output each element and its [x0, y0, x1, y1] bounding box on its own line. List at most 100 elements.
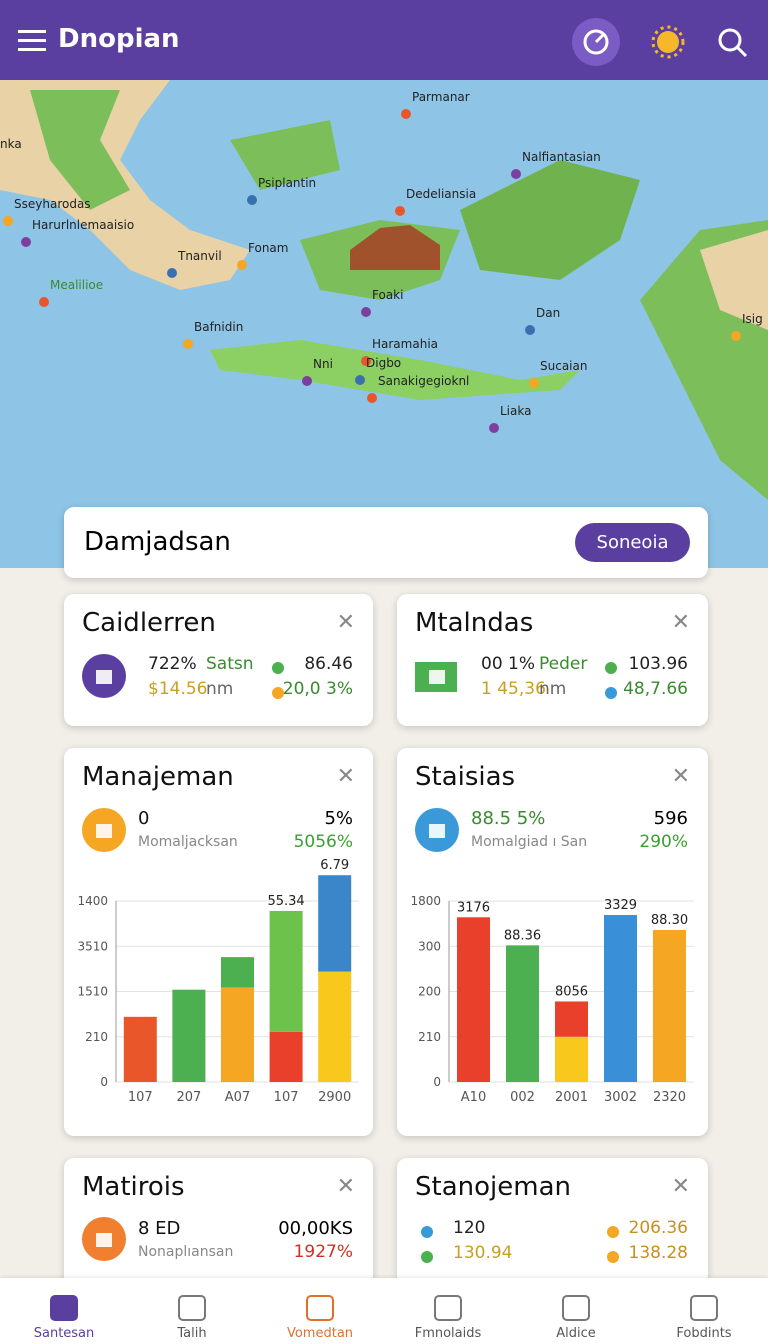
- x-tick-label: A07: [225, 1090, 250, 1105]
- nav-icon: [434, 1295, 462, 1321]
- close-button[interactable]: ✕: [671, 1174, 690, 1199]
- map-label: Psiplantin: [258, 176, 316, 190]
- bar-annotation: 6.79: [320, 858, 349, 873]
- nav-item[interactable]: Talih: [128, 1278, 256, 1344]
- bar-segment: [172, 989, 206, 1082]
- nav-glyph: [690, 1295, 718, 1321]
- icon-glyph: [429, 670, 445, 684]
- map-label: Dedeliansia: [406, 187, 476, 201]
- app-title: Dnopian: [58, 24, 180, 54]
- card-title: Caidlerren: [82, 608, 216, 638]
- nav-glyph: [562, 1295, 590, 1321]
- bar-segment: [555, 1001, 588, 1037]
- y-tick-label: 210: [85, 1030, 108, 1044]
- stat-value: 0: [138, 808, 150, 829]
- row-dot: [605, 687, 617, 699]
- bar-chart: 0 210 1510 3510 1400 107 207 A07 107 2900 55.34 6.7…: [77, 858, 359, 1105]
- row-value: 00 1%: [481, 654, 536, 674]
- nav-item[interactable]: Santesan: [0, 1278, 128, 1344]
- nav-item[interactable]: Fobdints: [640, 1278, 768, 1344]
- nav-item[interactable]: Aldice: [512, 1278, 640, 1344]
- bar-segment: [123, 1016, 157, 1082]
- x-tick-label: 2001: [555, 1090, 588, 1105]
- nav-glyph: [50, 1295, 78, 1321]
- search-button[interactable]: Soneoia: [575, 523, 690, 562]
- bar-segment: [653, 929, 686, 1082]
- map-label: Nni: [313, 357, 333, 371]
- stat-sub: Momaljacksan: [138, 834, 238, 850]
- map-pin: [39, 297, 49, 307]
- bar-annotation: 88.30: [651, 913, 688, 928]
- bar-annotation: 55.34: [267, 894, 304, 909]
- card-icon: [415, 662, 457, 692]
- bar-segment: [318, 971, 352, 1082]
- stat-right: 5%: [324, 808, 353, 829]
- close-button[interactable]: ✕: [336, 764, 355, 789]
- y-tick-label: 0: [100, 1075, 108, 1089]
- map-label: Digbo: [366, 356, 401, 370]
- map-label: Dan: [536, 306, 560, 320]
- nav-label: Aldice: [556, 1326, 596, 1341]
- y-tick-label: 1510: [77, 985, 108, 999]
- nav-icon: [306, 1295, 334, 1321]
- map-label: Harurlnlemaaisio: [32, 218, 134, 232]
- row-value: 206.36: [628, 1218, 688, 1238]
- card-title: Matirois: [82, 1172, 185, 1202]
- stat-value: 8 ED: [138, 1218, 181, 1239]
- map-pin: [237, 260, 247, 270]
- y-tick-label: 1800: [410, 894, 441, 908]
- card: Manajeman ✕ 0 Momaljacksan 5% 5056% 0 210 1510 35…: [64, 748, 373, 1136]
- x-tick-label: 2900: [318, 1090, 351, 1105]
- card: Caidlerren ✕ 722% Satsn 86.46 $14.56 nm 20,0 3%: [64, 594, 373, 726]
- search-card: Damjadsan Soneoia: [64, 507, 708, 578]
- bar-annotation: 3329: [604, 898, 637, 913]
- sun-button[interactable]: [657, 31, 679, 53]
- map-label: Haramahia: [372, 337, 438, 351]
- nav-item[interactable]: Vomedtan: [256, 1278, 384, 1344]
- map-pin: [361, 356, 371, 366]
- map-pin: [183, 339, 193, 349]
- map-pin: [395, 206, 405, 216]
- close-button[interactable]: ✕: [336, 610, 355, 635]
- row-value: 120: [453, 1218, 486, 1238]
- close-button[interactable]: ✕: [336, 1174, 355, 1199]
- search-button[interactable]: [718, 28, 742, 52]
- map-pin: [511, 169, 521, 179]
- map-pin: [21, 237, 31, 247]
- map-label: Fonam: [248, 241, 288, 255]
- map-pin: [401, 109, 411, 119]
- close-button[interactable]: ✕: [671, 610, 690, 635]
- menu-icon[interactable]: [18, 30, 48, 54]
- bar-segment: [318, 875, 352, 972]
- nav-icon: [178, 1295, 206, 1321]
- row-dot: [272, 662, 284, 674]
- x-tick-label: 107: [128, 1090, 153, 1105]
- row-value: $14.56: [148, 679, 208, 699]
- x-tick-label: 3002: [604, 1090, 637, 1105]
- nav-icon: [690, 1295, 718, 1321]
- x-tick-label: 107: [274, 1090, 299, 1105]
- map-pin: [529, 378, 539, 388]
- stat-right: 00,00KS: [278, 1218, 353, 1239]
- map[interactable]: Parmanar Nalfiantasian Psiplantin Sseyharod…: [0, 80, 768, 568]
- y-tick-label: 210: [418, 1030, 441, 1044]
- map-pin: [361, 307, 371, 317]
- map-label: Bafnidin: [194, 320, 243, 334]
- card-title: Stanojeman: [415, 1172, 571, 1202]
- nav-item[interactable]: Fmnolaids: [384, 1278, 512, 1344]
- nav-label: Santesan: [33, 1326, 95, 1341]
- row-dot: [421, 1251, 433, 1263]
- map-pin: [167, 268, 177, 278]
- search-text[interactable]: Damjadsan: [84, 527, 231, 557]
- stat-right2: 290%: [639, 832, 688, 852]
- bar-segment: [221, 957, 254, 988]
- bar-chart: 0 210 200 300 1800 A10 002 2001 3002 2320 3176 88.3…: [410, 894, 694, 1105]
- icon-glyph: [429, 824, 445, 838]
- row-dot: [272, 687, 284, 699]
- bar-annotation: 88.36: [504, 928, 541, 943]
- close-button[interactable]: ✕: [671, 764, 690, 789]
- y-tick-label: 3510: [77, 939, 108, 953]
- map-label: Nalfiantasian: [522, 150, 601, 164]
- map-label: Parmanar: [412, 90, 470, 104]
